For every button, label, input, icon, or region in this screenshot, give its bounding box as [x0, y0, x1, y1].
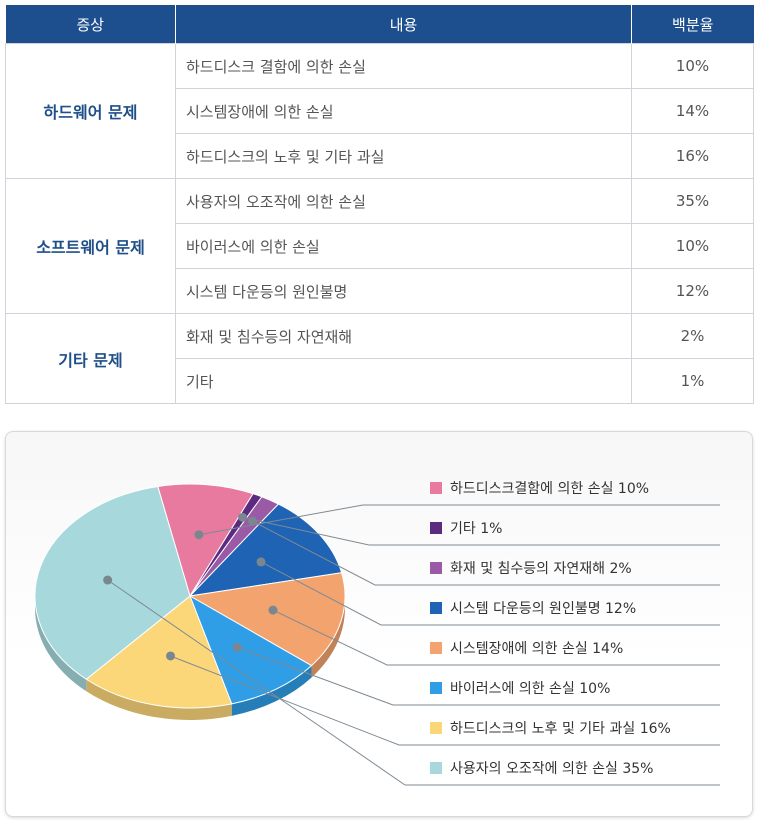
- legend-swatch-0: [430, 482, 442, 494]
- legend-swatch-2: [430, 562, 442, 574]
- row-desc: 사용자의 오조작에 의한 손실: [175, 178, 632, 224]
- slice-dot-1: [238, 512, 248, 522]
- legend-label-5: 바이러스에 의한 손실 10%: [450, 681, 610, 697]
- table-row: 하드디스크의 노후 및 기타 과실 16%: [6, 133, 754, 179]
- row-desc: 화재 및 침수등의 자연재해: [175, 313, 632, 359]
- leader-line-7: [107, 579, 720, 786]
- category-software: 소프트웨어 문제: [5, 178, 176, 314]
- leader-line-6: [170, 655, 720, 746]
- table-row: 기타 1%: [6, 358, 754, 404]
- table-row: 소프트웨어 문제 사용자의 오조작에 의한 손실 35%: [5, 178, 754, 314]
- row-pct: 12%: [631, 268, 754, 314]
- legend-label-2: 화재 및 침수등의 자연재해 2%: [450, 561, 632, 577]
- pie-slice-5: [189, 594, 313, 705]
- pie-side-5: [231, 665, 312, 716]
- row-pct: 14%: [631, 88, 754, 134]
- slice-dot-7: [103, 575, 113, 585]
- row-pct: 1%: [631, 358, 754, 404]
- leader-lines: [103, 504, 720, 786]
- category-other: 기타 문제: [5, 313, 176, 404]
- category-hardware: 하드웨어 문제: [5, 43, 176, 179]
- pie-slices: [34, 483, 346, 709]
- table-row: 하드웨어 문제 하드디스크 결함에 의한 손실 10%: [5, 43, 754, 179]
- pie-slice-6: [85, 595, 233, 709]
- row-pct: 2%: [631, 313, 754, 359]
- row-desc: 하드디스크의 노후 및 기타 과실: [175, 133, 632, 179]
- legend-label-7: 사용자의 오조작에 의한 손실 35%: [450, 761, 653, 777]
- leader-line-4: [272, 609, 720, 666]
- legend-label-4: 시스템장애에 의한 손실 14%: [450, 641, 623, 657]
- legend-swatch-7: [430, 762, 442, 774]
- leader-line-1: [242, 516, 720, 546]
- legend-label-0: 하드디스크결함에 의한 손실 10%: [450, 481, 649, 497]
- slice-dot-0: [194, 530, 204, 540]
- leader-line-3: [260, 561, 720, 626]
- legend-swatch-4: [430, 642, 442, 654]
- row-desc: 하드디스크 결함에 의한 손실: [175, 43, 632, 89]
- slice-dot-6: [166, 651, 176, 661]
- slice-dot-3: [256, 557, 266, 567]
- slice-dot-2: [248, 516, 258, 526]
- pie-side-7: [35, 596, 87, 692]
- header-percent: 백분율: [631, 5, 754, 44]
- legend-label-6: 하드디스크의 노후 및 기타 과실 16%: [450, 721, 671, 737]
- table-row: 시스템 다운등의 원인불명 12%: [6, 268, 754, 314]
- pie-slice-0: [157, 483, 254, 598]
- row-desc: 시스템장애에 의한 손실: [175, 88, 632, 134]
- leader-line-5: [237, 646, 720, 706]
- legend-label-1: 기타 1%: [450, 521, 502, 537]
- row-desc: 바이러스에 의한 손실: [175, 223, 632, 269]
- pie-side-6: [86, 679, 232, 720]
- row-pct: 35%: [631, 178, 754, 224]
- data-table: 증상 내용 백분율 하드웨어 문제 하드디스크 결함에 의한 손실 10% 시스…: [5, 5, 754, 404]
- legend-label-3: 시스템 다운등의 원인불명 12%: [450, 601, 636, 617]
- legend-swatch-6: [430, 722, 442, 734]
- slice-dot-5: [232, 642, 242, 652]
- table-row: 기타 문제 화재 및 침수등의 자연재해 2%: [5, 313, 754, 404]
- legend: 하드디스크결함에 의한 손실 10% 기타 1% 화재 및 침수등의 자연재해 2%…: [430, 481, 671, 777]
- leader-line-2: [252, 520, 720, 586]
- table-row: 시스템장애에 의한 손실 14%: [6, 88, 754, 134]
- legend-swatch-1: [430, 522, 442, 534]
- slice-dot-4: [268, 605, 278, 615]
- table-row: 바이러스에 의한 손실 10%: [6, 223, 754, 269]
- header-content: 내용: [175, 5, 632, 44]
- row-pct: 16%: [631, 133, 754, 179]
- legend-swatch-5: [430, 682, 442, 694]
- legend-swatch-3: [430, 602, 442, 614]
- header-symptom: 증상: [5, 5, 176, 44]
- pie-slice-4: [188, 572, 346, 667]
- table-header-row: 증상 내용 백분율: [5, 5, 754, 44]
